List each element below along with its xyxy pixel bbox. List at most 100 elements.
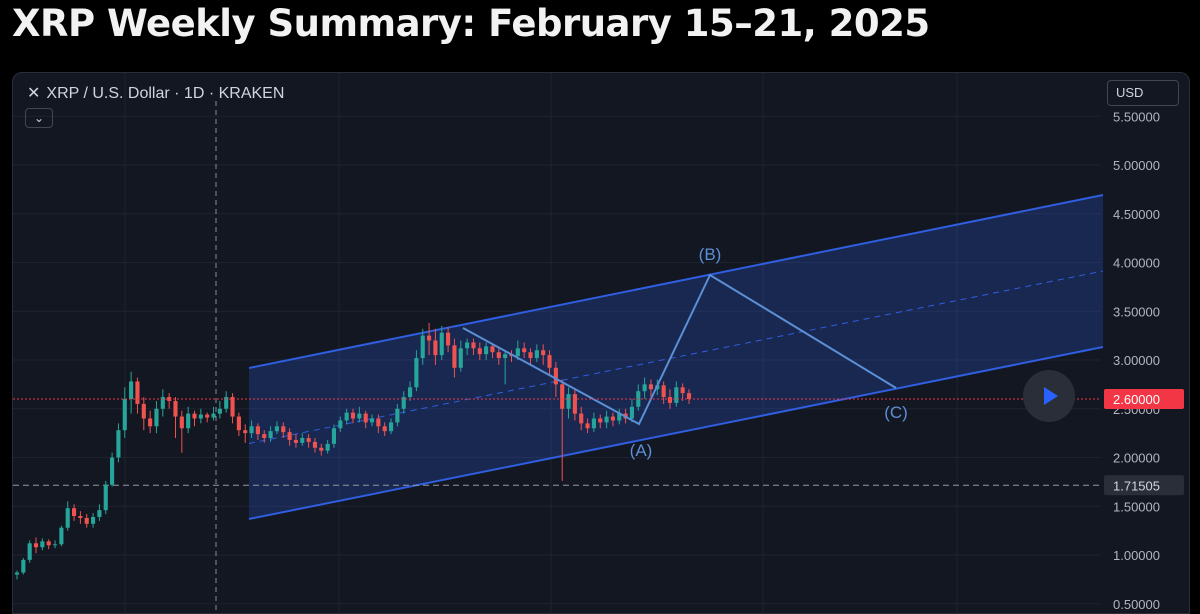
candle-body [572,394,577,414]
candle-body [325,443,330,451]
channel-median-line [248,270,1104,444]
candle-body [350,412,356,419]
y-tick-label: 5.00000 [1113,158,1160,173]
candle-body [648,384,654,390]
candle-body [617,413,622,421]
candle-body [369,418,375,423]
candle-body [205,414,210,418]
candle-body [65,508,70,528]
candle-body [154,408,159,427]
candle-body [243,430,248,434]
candle-body [122,399,127,431]
y-tick-label: 4.50000 [1113,207,1160,222]
candle-body [534,350,539,359]
candle-body [471,342,476,349]
candle-body [71,508,77,516]
candle-body [21,559,26,573]
candle-body [84,517,89,524]
candle-body [376,418,381,427]
candle-body [598,418,603,423]
candle-body [14,572,20,575]
candle-body [338,420,343,429]
candle-body [541,350,546,356]
price-chart[interactable]: (A) (B) (C) 5.50000 5.00000 4.50000 4.00000 3.5… [13,73,1189,613]
play-button[interactable] [1023,370,1075,422]
candle-body [420,335,425,359]
candle-body [52,544,58,546]
candle-body [496,352,501,359]
candle-body [306,438,311,442]
candle-body [224,397,229,409]
channel-lower-line [248,346,1104,520]
candle-body [186,413,191,429]
channel-fill [249,195,1103,519]
candle-body [97,510,102,517]
candle-body [268,431,273,438]
chevron-down-icon: ⌄ [33,111,45,125]
candle-body [179,416,184,429]
candle-body [357,413,362,419]
candle-body [560,384,565,409]
close-icon[interactable]: ✕ [27,85,41,102]
candle-body [192,413,197,419]
candle-body [401,397,406,409]
candle-body [433,340,438,356]
wave-path [462,273,897,426]
wave-label-b: (B) [699,245,722,264]
candle-body [610,416,615,421]
candle-body [78,516,83,518]
collapse-button[interactable]: ⌄ [25,108,53,128]
candle-body [129,381,134,399]
price-badge [1104,389,1184,409]
candle-body [116,430,121,458]
candle-body [395,408,400,423]
candle-body [300,438,305,443]
candle-body [629,406,635,419]
candle-body [344,412,349,421]
candle-body [566,394,571,409]
candle-body [642,384,647,392]
candle-body [91,516,96,524]
candle-body [110,457,115,485]
candle-body [103,484,108,511]
y-tick-label: 1.00000 [1113,548,1160,563]
symbol-header[interactable]: ✕ XRP / U.S. Dollar · 1D · KRAKEN [27,83,284,103]
candle-body [427,335,432,341]
candle-body [585,423,590,429]
candle-body [388,422,394,432]
candle-body [674,387,679,403]
candle-body [281,426,286,433]
y-tick-label: 5.50000 [1113,109,1160,124]
candle-body [160,397,165,409]
candle-body [591,418,596,429]
candle-body [287,432,292,440]
candle-body [382,426,387,432]
candle-body [230,397,235,417]
currency-selector[interactable]: USD [1107,80,1179,106]
candle-body [680,387,685,394]
candle-body [211,413,216,418]
play-icon [1044,387,1058,405]
y-tick-label: 1.50000 [1113,499,1160,514]
level-badge-label: 1.71505 [1113,478,1160,493]
chart-panel[interactable]: (A) (B) (C) 5.50000 5.00000 4.50000 4.00000 3.5… [12,72,1190,614]
candle-body [452,345,457,368]
candle-body [661,385,666,398]
candle-body [135,381,140,404]
candle-body [553,367,558,385]
candle-body [490,346,495,353]
candle-body [667,397,673,403]
candle-body [515,348,520,357]
y-tick-label: 3.50000 [1113,304,1160,319]
candle-body [148,418,153,427]
y-tick-label: 0.50000 [1113,597,1160,612]
candle-body [331,428,337,444]
candle-body [27,543,32,560]
candle-body [458,348,463,368]
wave-label-c: (C) [884,403,908,422]
symbol-label: XRP / U.S. Dollar · 1D · KRAKEN [46,85,285,102]
candle-body [363,413,368,423]
candle-body [312,441,318,448]
candle-body [274,426,279,432]
candle-body [217,408,222,414]
